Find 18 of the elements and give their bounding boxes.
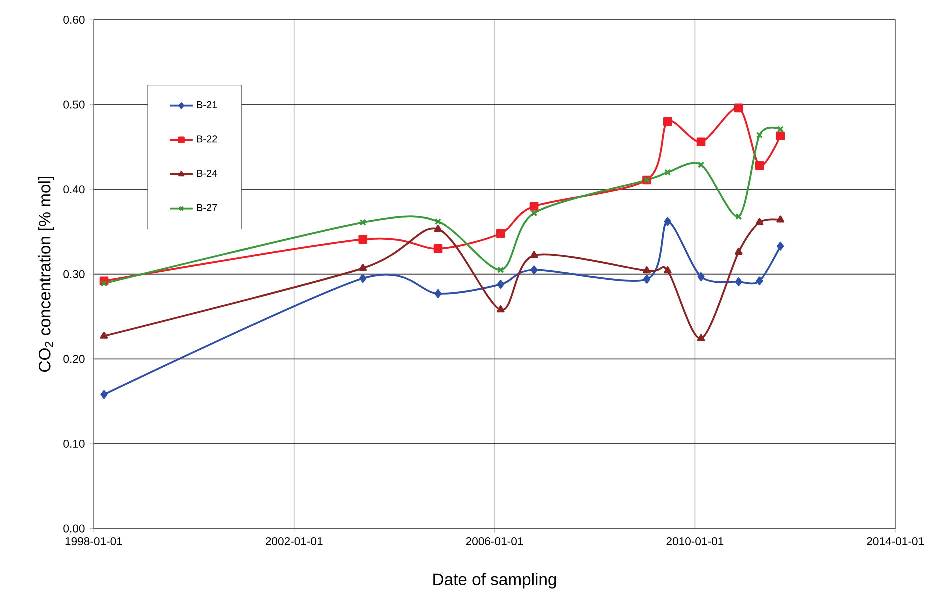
x-tick-label: 2006-01-01 [466, 537, 524, 546]
legend-label: B-24 [197, 170, 218, 177]
y-tick-label: 0.60 [64, 16, 85, 24]
x-tick-label: 2002-01-01 [266, 537, 323, 546]
x-tick-label: 2014-01-01 [867, 537, 924, 546]
legend-label: B-27 [197, 204, 218, 212]
x-tick-label: 2010-01-01 [666, 537, 724, 546]
y-tick-label: 0.50 [64, 100, 85, 109]
y-tick-label: 0.10 [64, 440, 85, 448]
x-axis-title: Date of sampling [434, 573, 556, 589]
y-tick-label: 0.00 [64, 524, 85, 533]
y-axis-title: CO$_{2}$ concentration [% mol] [38, 176, 54, 372]
y-tick-label: 0.40 [64, 185, 85, 194]
x-tick-label: 1998-01-01 [66, 537, 122, 546]
legend-label: B-22 [197, 136, 218, 143]
y-tick-label: 0.20 [64, 355, 85, 364]
y-tick-label: 0.30 [64, 270, 85, 278]
legend-label: B-21 [197, 101, 218, 108]
